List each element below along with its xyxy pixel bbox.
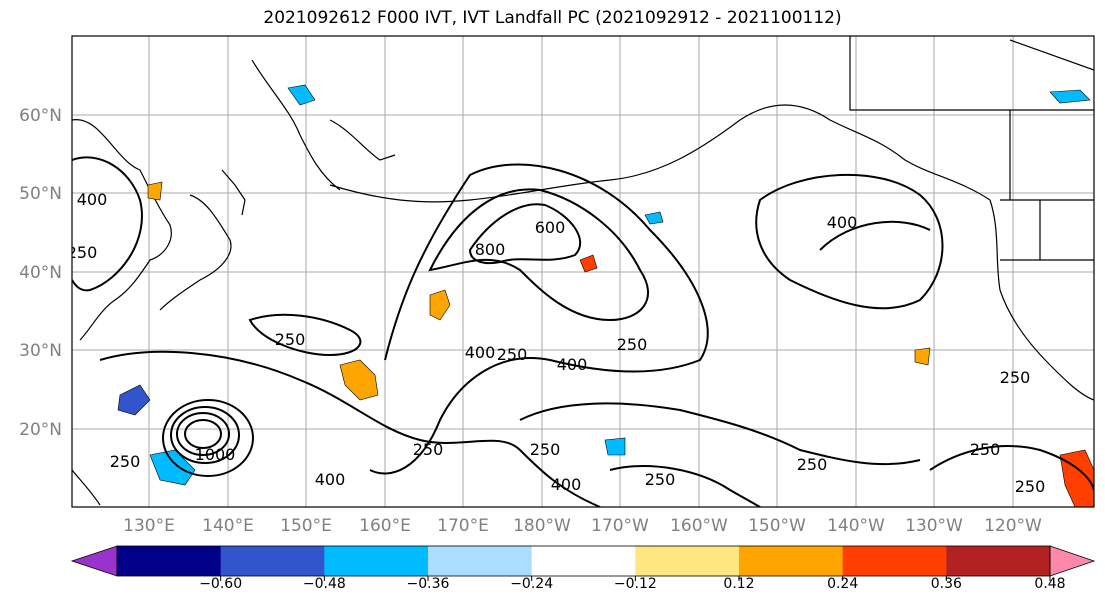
contour-label: 400	[465, 343, 496, 362]
colorbar-frame	[116, 545, 1051, 577]
contour-label: 800	[475, 240, 506, 259]
contour-label: 250	[797, 455, 828, 474]
colorbar-tick-label: −0.60	[199, 576, 242, 592]
contour-label: 400	[77, 190, 108, 209]
contour-label: 600	[535, 218, 566, 237]
map-title: 2021092612 F000 IVT, IVT Landfall PC (20…	[263, 8, 842, 28]
contour-label: 250	[617, 335, 648, 354]
contour-label: 1000	[195, 445, 236, 464]
contour-label: 400	[827, 213, 858, 232]
colorbar-tick-label: 0.12	[723, 576, 754, 592]
lat-tick-label: 60°N	[19, 106, 62, 126]
contour-label: 250	[110, 452, 141, 471]
contour-label: 400	[315, 470, 346, 489]
coastlines	[72, 36, 1094, 506]
colorbar-tick-label: −0.12	[614, 576, 657, 592]
colorbar-tick-label: −0.24	[510, 576, 553, 592]
contour-label: 400	[551, 475, 582, 494]
colorbar-segment	[635, 546, 740, 576]
colorbar-extend-high	[1049, 545, 1096, 577]
contour-label: 250	[413, 440, 444, 459]
lat-tick-label: 50°N	[19, 184, 62, 204]
lon-tick-label: 150°E	[280, 516, 332, 536]
lon-tick-label: 160°W	[670, 516, 728, 536]
colorbar-tick-label: −0.36	[407, 576, 450, 592]
colorbar-segment	[946, 546, 1051, 576]
lat-tick-label: 20°N	[19, 420, 62, 440]
contour-label: 400	[557, 355, 588, 374]
lon-tick-label: 170°W	[591, 516, 649, 536]
colorbar-segment	[842, 546, 947, 576]
longitude-axis: 130°E 140°E 150°E 160°E 170°E 180°W 170°W 160°W…	[123, 516, 1042, 536]
contour-label: 250	[1000, 368, 1031, 387]
lon-tick-label: 130°W	[905, 516, 963, 536]
lon-tick-label: 150°W	[748, 516, 806, 536]
contour-label: 250	[275, 330, 306, 349]
gridlines	[72, 36, 1094, 507]
colorbar-segment	[220, 546, 325, 576]
colorbar-segment	[428, 546, 533, 576]
colorbar-segment	[739, 546, 844, 576]
lon-tick-label: 180°W	[513, 516, 571, 536]
lon-tick-label: 120°W	[984, 516, 1042, 536]
ivt-contours	[72, 156, 1094, 507]
lon-tick-label: 140°E	[202, 516, 254, 536]
contour-label: 250	[1015, 477, 1046, 496]
contour-label: 250	[530, 440, 561, 459]
lat-tick-label: 30°N	[19, 341, 62, 361]
lat-tick-label: 40°N	[19, 263, 62, 283]
colorbar-segment	[324, 546, 429, 576]
lon-tick-label: 160°E	[359, 516, 411, 536]
latitude-axis: 60°N 50°N 40°N 30°N 20°N	[19, 106, 62, 440]
map-frame	[71, 35, 1095, 508]
colorbar-tick-label: 0.48	[1034, 576, 1065, 592]
contour-label: 250	[67, 243, 98, 262]
lon-tick-label: 130°E	[123, 516, 175, 536]
lon-tick-label: 170°E	[437, 516, 489, 536]
pc-shading	[117, 84, 1094, 507]
colorbar-tick-label: 0.36	[931, 576, 962, 592]
colorbar: −0.60 −0.48 −0.36 −0.24 −0.12 0.12 0.24 0.36 0.4…	[70, 545, 1096, 592]
contour-label: 250	[645, 470, 676, 489]
colorbar-segment	[117, 546, 222, 576]
colorbar-tick-label: −0.48	[303, 576, 346, 592]
contour-label: 250	[497, 345, 528, 364]
contour-label: 250	[970, 440, 1001, 459]
lon-tick-label: 140°W	[827, 516, 885, 536]
colorbar-extend-low	[70, 545, 118, 577]
colorbar-tick-label: 0.24	[827, 576, 858, 592]
colorbar-segment	[531, 546, 636, 576]
